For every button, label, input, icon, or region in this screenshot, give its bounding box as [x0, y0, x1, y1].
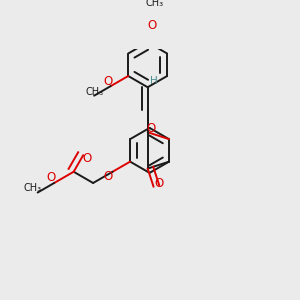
Text: CH₃: CH₃: [145, 0, 164, 8]
Text: CH₃: CH₃: [24, 183, 42, 194]
Text: O: O: [147, 19, 157, 32]
Text: O: O: [154, 177, 163, 190]
Text: O: O: [46, 172, 56, 184]
Text: H: H: [151, 76, 158, 86]
Text: O: O: [103, 75, 113, 88]
Text: O: O: [83, 152, 92, 165]
Text: O: O: [104, 170, 113, 183]
Text: O: O: [146, 122, 156, 134]
Text: CH₃: CH₃: [85, 86, 103, 97]
